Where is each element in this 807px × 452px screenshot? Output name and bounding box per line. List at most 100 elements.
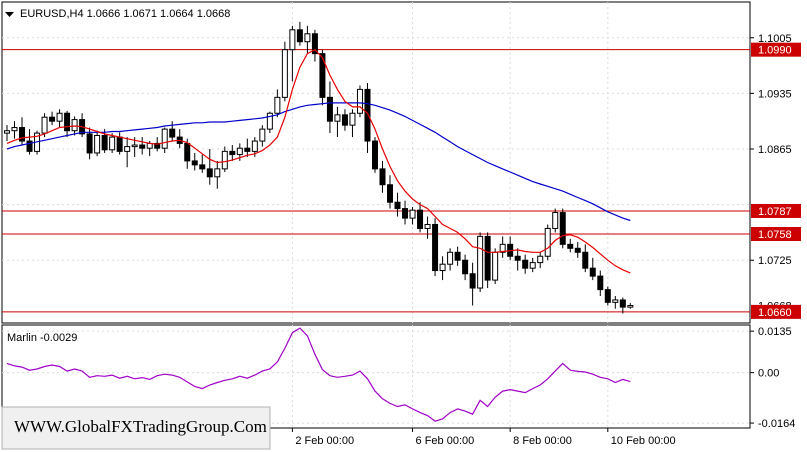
candle — [529, 257, 536, 273]
candle-body — [462, 259, 469, 275]
candle — [469, 262, 476, 306]
candle — [432, 218, 439, 277]
candle — [244, 138, 251, 157]
candle-body — [589, 267, 596, 277]
candle — [334, 106, 341, 138]
candle-body — [567, 243, 574, 249]
price-tick-label: 1.0865 — [758, 144, 792, 156]
watermark-box — [1, 406, 271, 450]
candle — [417, 202, 424, 233]
candle — [582, 244, 589, 273]
candle — [206, 148, 213, 185]
candle — [109, 133, 116, 153]
candle — [574, 241, 581, 258]
level-price-tag — [751, 304, 801, 319]
candle-body — [552, 212, 559, 229]
candle-body — [454, 251, 461, 261]
candle — [184, 138, 191, 169]
level-price-tag — [751, 227, 801, 242]
price-tick-label: 1.1005 — [758, 33, 792, 45]
candle-body — [311, 33, 318, 55]
candle-body — [56, 112, 63, 122]
symbol-info: EURUSD,H4 1.0666 1.0671 1.0664 1.0668 — [20, 8, 230, 20]
candle — [281, 41, 288, 102]
candle — [199, 154, 206, 173]
candle — [612, 295, 619, 309]
candle-body — [244, 147, 251, 152]
candle — [296, 21, 303, 46]
candle — [619, 297, 626, 314]
candle-body — [251, 140, 258, 152]
candle-body — [514, 255, 521, 261]
price-grid — [2, 2, 750, 323]
candle-body — [477, 235, 484, 289]
candle-body — [296, 29, 303, 43]
candle-body — [49, 116, 56, 122]
candle — [589, 257, 596, 281]
candle — [627, 303, 634, 309]
candle — [597, 270, 604, 296]
indicator-grid — [2, 325, 750, 428]
candle — [364, 83, 371, 153]
candle-body — [379, 168, 386, 186]
indicator-label: Marlin -0.0029 — [7, 332, 77, 344]
price-tick-label: 1.0935 — [758, 88, 792, 100]
candle — [19, 117, 26, 146]
candle-body — [191, 160, 198, 166]
candle — [492, 248, 499, 285]
candle-body — [304, 33, 311, 43]
candle-body — [356, 88, 363, 114]
price-axis: 1.10051.09351.08651.07251.06681.09901.07… — [750, 33, 801, 319]
watermark-text: WWW.GlobalFXTradingGroup.Com — [14, 417, 267, 436]
candle-body — [387, 184, 394, 203]
candle-body — [64, 112, 71, 132]
candle-body — [334, 114, 341, 122]
candle — [304, 25, 311, 54]
support-resistance-levels — [2, 49, 750, 313]
candle-body — [169, 128, 176, 138]
candle — [289, 25, 296, 82]
collapse-triangle-icon[interactable] — [5, 12, 14, 17]
candle-body — [492, 251, 499, 281]
candle — [341, 109, 348, 131]
candle — [49, 111, 56, 126]
candle — [604, 286, 611, 306]
candle-body — [627, 305, 634, 308]
candle-body — [154, 142, 161, 149]
candle-body — [432, 223, 439, 272]
candle-body — [206, 168, 213, 178]
candle — [454, 246, 461, 266]
level-price-label: 1.0758 — [758, 229, 792, 241]
candle-body — [259, 128, 266, 142]
time-tick-label: 10 Feb 00:00 — [611, 435, 676, 447]
candle-body — [499, 243, 506, 253]
candle-body — [544, 227, 551, 257]
level-price-label: 1.0787 — [758, 206, 792, 218]
candle-body — [417, 209, 424, 229]
candle-body — [612, 299, 619, 303]
candle-body — [394, 201, 401, 210]
candle — [484, 232, 491, 289]
candle-body — [124, 146, 131, 152]
candle — [409, 206, 416, 225]
candle — [462, 254, 469, 281]
candle — [402, 200, 409, 225]
level-price-tag — [751, 42, 801, 57]
candle-body — [529, 262, 536, 269]
candle — [394, 192, 401, 217]
candle-body — [604, 289, 611, 303]
candle-body — [184, 142, 191, 162]
candle-body — [221, 150, 228, 170]
candle-body — [19, 127, 26, 142]
candle-body — [139, 144, 146, 149]
candle — [424, 216, 431, 239]
candle — [387, 175, 394, 209]
candle-body — [161, 128, 168, 149]
candle — [514, 248, 521, 271]
candle-body — [402, 208, 409, 219]
candle — [477, 232, 484, 293]
candle-body — [619, 299, 626, 308]
candle-body — [11, 127, 18, 132]
candle-body — [371, 140, 378, 170]
candle — [56, 109, 63, 128]
